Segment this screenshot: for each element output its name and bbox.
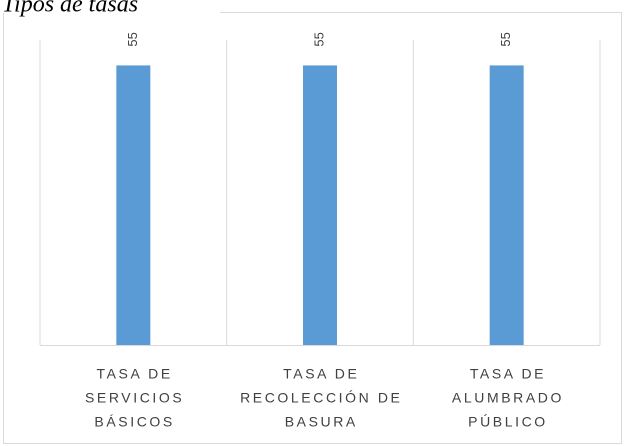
bar bbox=[489, 65, 524, 346]
x-tick-label: RECOLECCIÓN DE bbox=[240, 390, 402, 406]
bar bbox=[116, 65, 151, 346]
title-bg bbox=[0, 0, 220, 13]
x-tick-label: ALUMBRADO bbox=[452, 390, 564, 406]
x-tick-label: TASA DE bbox=[96, 366, 172, 382]
x-tick-label: BASURA bbox=[285, 414, 358, 430]
x-tick-label: TASA DE bbox=[283, 366, 359, 382]
x-tick-label: SERVICIOS bbox=[85, 390, 184, 406]
x-tick-label: PÚBLICO bbox=[468, 414, 548, 430]
data-label: 55 bbox=[498, 32, 513, 46]
data-label: 55 bbox=[311, 32, 326, 46]
chart-title: Tipos de tasas bbox=[2, 0, 138, 18]
data-label: 55 bbox=[125, 32, 140, 46]
x-tick-label: TASA DE bbox=[470, 366, 546, 382]
x-tick-label: BÁSICOS bbox=[94, 414, 174, 430]
bar bbox=[303, 65, 337, 346]
